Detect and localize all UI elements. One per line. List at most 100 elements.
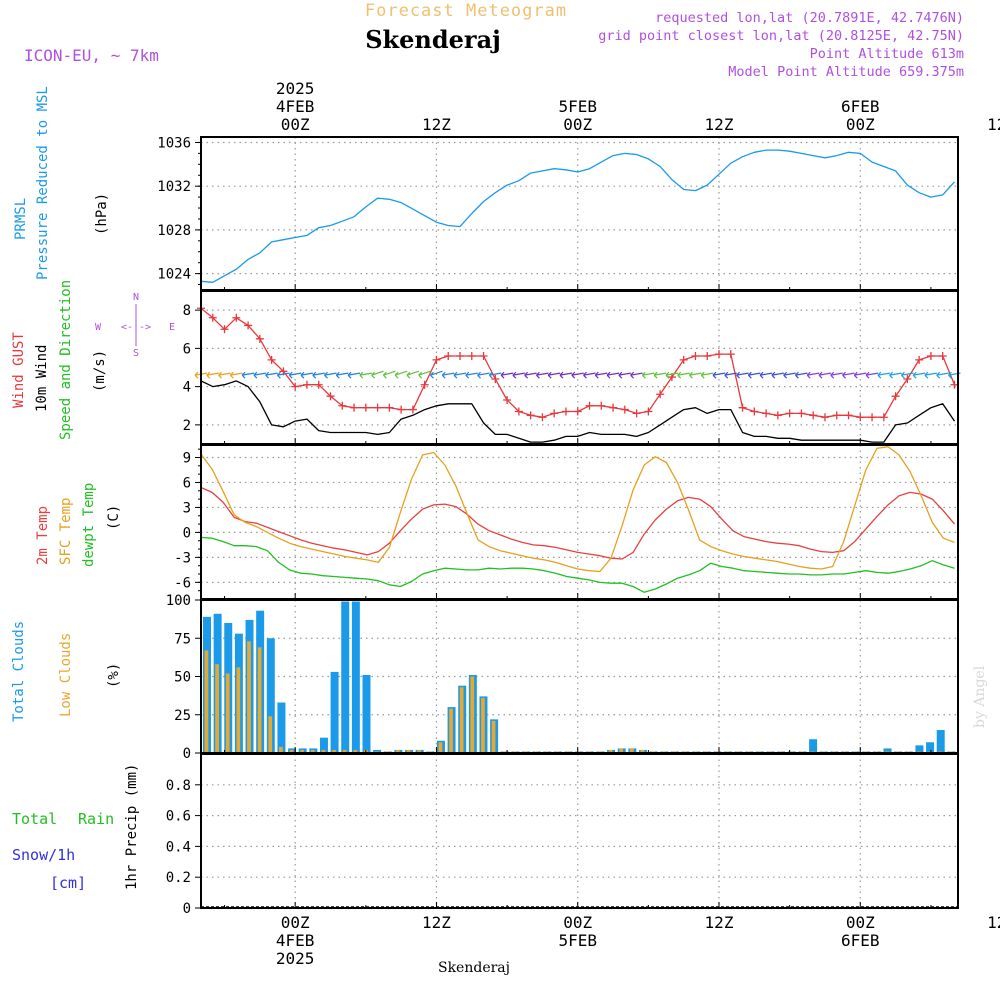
y-tick-label-clouds: 75 [174,631,191,647]
y-tick-label-temp: 9 [183,450,191,466]
wind-arrow [794,371,808,379]
rain-label-total: Total [12,810,57,828]
wind-unit: (m/s) [92,350,108,392]
dewpoint-line [200,536,955,593]
wind-dir-label: Speed and Direction [58,280,74,440]
y-tick-label-pressure: 1032 [157,179,191,195]
watermark: by Angel [972,665,988,728]
top-time-label: 00Z [563,115,592,134]
bottom-time-label: 5FEB [558,931,597,950]
low-cloud-bar [236,667,241,753]
y-tick-label-pressure: 1036 [157,135,191,151]
wind-arrow [418,370,431,379]
total-cloud-bar [319,737,328,753]
point-altitude: Point Altitude 613m [810,46,964,62]
bottom-time-label: 00Z [846,913,875,932]
wind-arrow [312,371,325,379]
wind-arrow [300,371,314,379]
gust-marker [514,407,523,416]
gust-marker [491,374,500,383]
y-tick-label-clouds: 100 [166,593,191,609]
gust-marker [550,409,559,418]
gust-marker [609,403,618,412]
gust-marker [632,409,641,418]
low-cloud-bar [481,697,485,753]
gust-marker [573,407,582,416]
gust-marker [868,413,877,422]
bottom-time-label: 6FEB [841,931,880,950]
wind-arrow [689,371,702,379]
wind-arrow [641,371,655,379]
wind-arrow [265,371,278,379]
gust-marker [361,403,370,412]
gust-marker [432,355,441,364]
y-tick-label-precip: 0.6 [166,809,191,825]
gust-marker [561,407,570,416]
top-time-label: 2025 [276,79,315,98]
gust-marker [773,411,782,420]
low-cloud-bar [619,748,624,753]
wind-arrow [524,371,537,379]
temp-unit: (C) [106,505,122,530]
top-time-label: 4FEB [276,97,315,116]
gust-marker [809,411,818,420]
bottom-time-label: 4FEB [276,931,315,950]
low-cloud-bar [279,746,283,753]
gust-marker [597,401,606,410]
gust-marker [691,352,700,361]
gust-marker [373,403,382,412]
gust-marker [408,405,417,414]
wind-arrow [842,371,855,379]
gust-marker [903,374,912,383]
bottom-time-label: 12Z [987,913,1000,932]
low-cloud-bar [247,641,251,753]
wind-arrow [359,371,372,379]
wind-arrow [229,371,243,379]
top-time-label: 00Z [846,115,875,134]
gust-marker [538,413,547,422]
y-tick-label-wind: 6 [183,341,191,357]
gust-marker [703,352,712,361]
low-cloud-bar [417,749,421,753]
gust-marker [938,352,947,361]
gust-marker [338,401,347,410]
y-tick-label-wind: 8 [183,303,191,319]
top-time-label: 00Z [281,115,310,134]
total-cloud-bar [936,730,945,753]
wind-gust-label: Wind GUST [11,332,27,408]
wind-arrow [877,371,890,379]
gust-marker [444,352,453,361]
panel-frame-precip [200,753,959,909]
gust-marker [750,407,759,416]
gust-marker [820,413,829,422]
total-cloud-bar [362,674,371,753]
wind-arrow [606,371,620,379]
low-cloud-bar [353,749,358,753]
y-tick-label-temp: 0 [183,525,191,541]
wind-arrow [335,371,349,379]
total-clouds-label: Total Clouds [11,621,27,722]
low-cloud-bar [257,647,262,753]
low-cloud-bar [459,687,464,753]
y-tick-label-temp: -3 [174,550,191,566]
y-tick-label-clouds: 25 [174,708,191,724]
y-tick-label-temp: -6 [174,575,191,591]
wind-arrow [218,371,231,379]
low-cloud-bar [289,749,294,753]
wind-arrow [900,371,914,379]
total-cloud-bar [266,638,275,753]
gridpoint-coords: grid point closest lon,lat (20.8125E, 42… [598,28,964,44]
y-tick-label-clouds: 0 [183,746,191,762]
low-clouds-label: Low Clouds [58,633,74,717]
wind-arrow [465,371,478,379]
bottom-time-label: 12Z [705,913,734,932]
gust-marker [267,355,276,364]
gust-marker [844,411,853,420]
frame-layer [200,136,959,909]
wind-arrow [488,371,502,379]
gust-marker [832,411,841,420]
gust-marker [420,380,429,389]
low-cloud-bar [342,749,347,753]
wind-arrow [889,371,902,379]
